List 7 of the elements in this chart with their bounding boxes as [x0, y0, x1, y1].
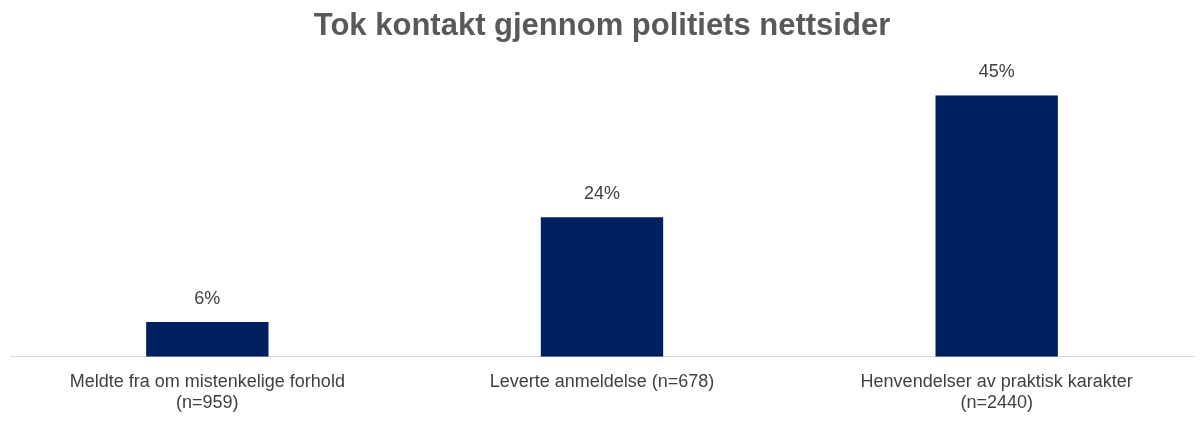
data-label: 24%: [583, 183, 621, 204]
x-tick-label: Leverte anmeldelse (n=678): [489, 370, 715, 391]
x-tick-label: Henvendelser av praktisk karakter (n=2440): [860, 370, 1133, 413]
x-tick-label: Meldte fra om mistenkelige forhold (n=959): [69, 370, 345, 413]
chart-title: Tok kontakt gjennom politiets nettsider: [313, 7, 891, 43]
data-label: 6%: [194, 287, 221, 308]
data-label: 45%: [978, 61, 1015, 82]
